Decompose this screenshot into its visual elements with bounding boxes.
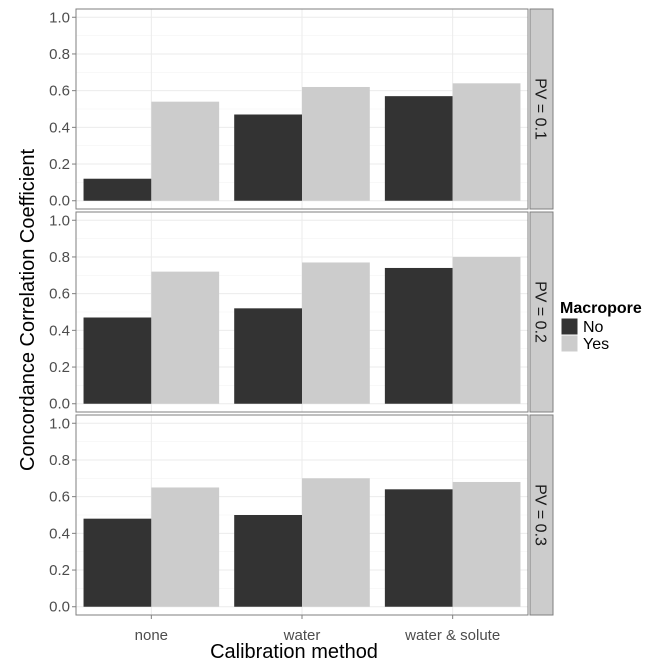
y-tick-label: 0.8: [49, 249, 70, 266]
x-tick-label: water: [283, 627, 321, 644]
bar-no-water: [234, 308, 302, 404]
y-tick-label: 0.0: [49, 599, 70, 616]
x-tick-label: none: [135, 627, 168, 644]
legend-swatch-yes: [560, 334, 579, 353]
panel-2: 0.0 0.2 0.4 0.6 0.8 1.0 PV = 0.2: [49, 211, 554, 413]
facet-strip-label: PV = 0.1: [532, 78, 549, 140]
legend-label-yes: Yes: [583, 336, 609, 353]
panel-border: [75, 211, 529, 413]
legend-label-no: No: [583, 319, 604, 336]
bar-yes-water: [302, 262, 370, 404]
y-tick-label: 0.2: [49, 562, 70, 579]
chart-panels: 0.00.20.40.60.81.0PV = 0.10.00.20.40.60.…: [49, 8, 554, 644]
bar-no-water-solute: [384, 96, 453, 201]
bar-yes-none: [151, 487, 220, 607]
facet-strip: [529, 211, 554, 413]
y-tick-label: 1.0: [49, 212, 70, 229]
y-tick-label: 0.0: [49, 396, 70, 413]
panel-border: [75, 8, 529, 210]
y-axis-title: Concordance Correlation Coefficient: [17, 149, 39, 471]
facet-strip-label: PV = 0.3: [532, 484, 549, 546]
bar-yes-water: [302, 478, 370, 607]
bar-yes-water-solute: [452, 256, 521, 404]
legend-title: Macropore: [560, 300, 642, 317]
y-tick-label: 0.2: [49, 156, 70, 173]
facet-strip-label: PV = 0.2: [532, 281, 549, 343]
bar-yes-none: [151, 101, 220, 201]
y-tick-label: 0.6: [49, 83, 70, 100]
legend-swatch-no: [560, 317, 579, 336]
bar-yes-water: [302, 86, 370, 201]
bar-no-water-solute: [384, 267, 453, 404]
facet-strip: [529, 414, 554, 616]
bar-yes-water-solute: [452, 83, 521, 201]
panel-3: 0.0 0.2 0.4 0.6 0.8 1.0 PV = 0.3 none water water…: [49, 414, 554, 644]
y-tick-label: 0.4: [49, 525, 70, 542]
bar-yes-water-solute: [452, 481, 521, 607]
facet-strip: [529, 8, 554, 210]
x-tick-label: water & solute: [404, 627, 500, 644]
bar-no-water-solute: [384, 489, 453, 607]
y-tick-label: 0.6: [49, 286, 70, 303]
bar-no-none: [83, 178, 152, 201]
panel-1: 0.0 0.2 0.4 0.6 0.8 1.0 PV = 0.1: [49, 8, 554, 210]
y-tick-label: 0.6: [49, 489, 70, 506]
y-tick-label: 0.4: [49, 119, 70, 136]
bar-yes-none: [151, 271, 220, 404]
y-tick-label: 1.0: [49, 9, 70, 26]
x-axis-title: Calibration method: [210, 641, 378, 663]
y-tick-label: 0.8: [49, 46, 70, 63]
bar-no-water: [234, 114, 302, 201]
y-tick-label: 0.2: [49, 359, 70, 376]
y-tick-label: 0.4: [49, 322, 70, 339]
bar-no-water: [234, 515, 302, 607]
y-tick-label: 0.0: [49, 193, 70, 210]
y-tick-label: 0.8: [49, 452, 70, 469]
bar-no-none: [83, 518, 152, 607]
bar-no-none: [83, 317, 152, 404]
y-tick-label: 1.0: [49, 415, 70, 432]
